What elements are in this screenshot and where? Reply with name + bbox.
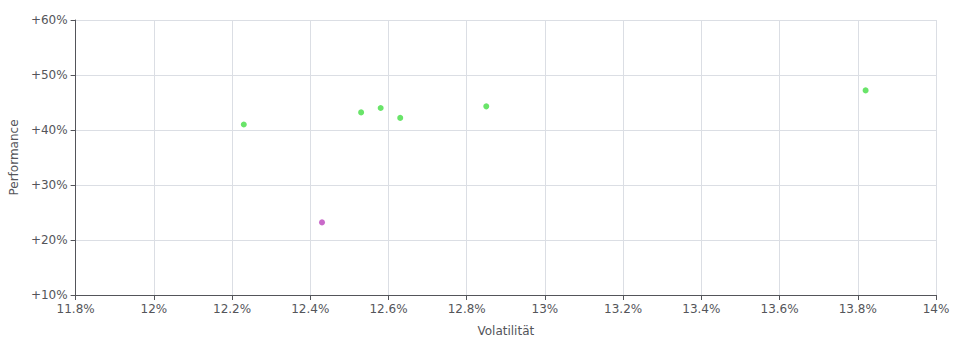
svg-text:13%: 13%: [532, 302, 559, 316]
svg-text:Volatilität: Volatilität: [477, 324, 534, 338]
svg-text:+40%: +40%: [31, 123, 68, 137]
svg-text:12.4%: 12.4%: [291, 302, 329, 316]
svg-text:13.2%: 13.2%: [604, 302, 642, 316]
svg-text:+60%: +60%: [31, 13, 68, 27]
svg-text:14%: 14%: [923, 302, 950, 316]
svg-text:+10%: +10%: [31, 288, 68, 302]
svg-text:12.2%: 12.2%: [213, 302, 251, 316]
svg-text:+20%: +20%: [31, 233, 68, 247]
svg-text:+30%: +30%: [31, 178, 68, 192]
svg-text:13.8%: 13.8%: [839, 302, 877, 316]
svg-text:12%: 12%: [141, 302, 168, 316]
svg-text:11.8%: 11.8%: [57, 302, 95, 316]
svg-text:12.8%: 12.8%: [448, 302, 486, 316]
svg-text:13.6%: 13.6%: [761, 302, 799, 316]
svg-text:+50%: +50%: [31, 68, 68, 82]
svg-text:12.6%: 12.6%: [369, 302, 407, 316]
svg-text:13.4%: 13.4%: [682, 302, 720, 316]
svg-text:Performance: Performance: [7, 119, 21, 195]
